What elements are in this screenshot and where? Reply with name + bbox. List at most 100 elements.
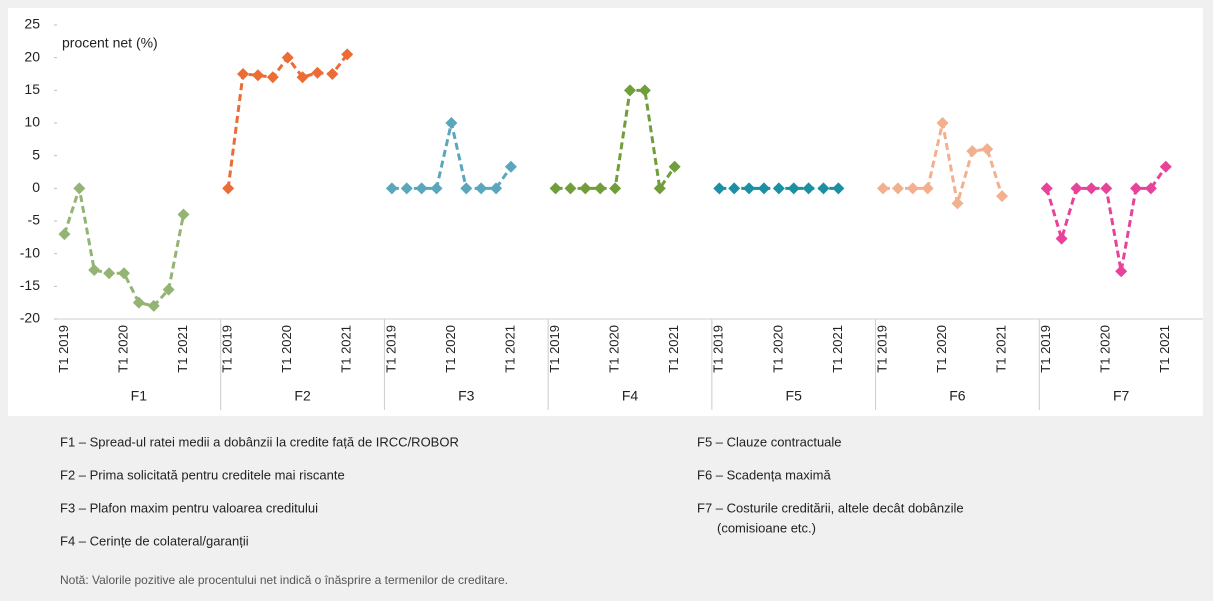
y-tick-label: 0 xyxy=(32,179,40,195)
data-point xyxy=(117,267,130,280)
group-label: F3 xyxy=(458,388,475,404)
x-tick-label: T1 2020 xyxy=(279,325,294,373)
data-point xyxy=(921,182,934,195)
data-point xyxy=(1159,160,1172,173)
data-point xyxy=(281,51,294,64)
x-tick-label: T1 2021 xyxy=(339,325,354,373)
x-tick-label: T1 2019 xyxy=(711,325,726,373)
y-tick-label: 20 xyxy=(24,48,40,64)
legend-entry: F2 – Prima solicitată pentru creditele m… xyxy=(60,467,345,482)
x-tick-label: T1 2020 xyxy=(1098,325,1113,373)
x-tick-label: T1 2019 xyxy=(547,325,562,373)
data-point xyxy=(1144,182,1157,195)
data-point xyxy=(341,48,354,61)
data-point xyxy=(653,182,666,195)
legend-entry: F3 – Plafon maxim pentru valoarea credit… xyxy=(60,500,318,515)
y-tick-label: 10 xyxy=(24,114,40,130)
data-point xyxy=(757,182,770,195)
legend-entry: (comisioane etc.) xyxy=(717,520,816,535)
legend-entry: F5 – Clauze contractuale xyxy=(697,434,842,449)
data-point xyxy=(981,143,994,156)
data-point xyxy=(103,267,116,280)
data-point xyxy=(251,69,264,82)
data-point xyxy=(832,182,845,195)
data-point xyxy=(594,182,607,195)
x-tick-label: T1 2020 xyxy=(770,325,785,373)
series-line xyxy=(63,187,185,308)
group-label: F2 xyxy=(294,388,311,404)
data-point xyxy=(906,182,919,195)
y-tick-label: 25 xyxy=(24,16,40,32)
x-tick-label: T1 2020 xyxy=(607,325,622,373)
x-tick-label: T1 2019 xyxy=(220,325,235,373)
data-point xyxy=(728,182,741,195)
data-point xyxy=(445,117,458,129)
x-tick-label: T1 2020 xyxy=(115,325,130,373)
data-point xyxy=(713,182,726,195)
data-point xyxy=(222,182,235,195)
legend-entry: F6 – Scadența maximă xyxy=(697,467,831,482)
legend-entry: F4 – Cerințe de colateral/garanții xyxy=(60,533,249,548)
data-point xyxy=(1040,182,1053,195)
y-tick-label: 15 xyxy=(24,81,40,97)
data-point xyxy=(177,208,190,221)
data-point xyxy=(1130,182,1143,195)
x-tick-label: T1 2021 xyxy=(175,325,190,373)
data-point xyxy=(1115,265,1128,278)
x-tick-label: T1 2020 xyxy=(934,325,949,373)
group-label: F5 xyxy=(786,388,803,404)
x-tick-label: T1 2019 xyxy=(1038,325,1053,373)
data-point xyxy=(504,160,517,173)
data-point xyxy=(490,182,503,195)
y-tick-label: -20 xyxy=(20,310,40,326)
data-point xyxy=(326,68,339,80)
data-point xyxy=(400,182,413,195)
data-point xyxy=(579,182,592,195)
data-point xyxy=(772,182,785,195)
group-label: F7 xyxy=(1113,388,1130,404)
plot-panel xyxy=(8,8,1203,416)
y-tick-label: -15 xyxy=(20,277,40,293)
x-tick-label: T1 2019 xyxy=(874,325,889,373)
y-tick-label: -5 xyxy=(28,212,41,228)
data-point xyxy=(624,84,636,97)
data-point xyxy=(609,182,622,195)
group-label: F1 xyxy=(131,388,148,404)
data-point xyxy=(638,84,651,97)
group-label: F4 xyxy=(622,388,639,404)
y-tick-label: 5 xyxy=(32,146,40,162)
data-point xyxy=(1085,182,1098,195)
data-point xyxy=(1100,182,1113,195)
x-tick-label: T1 2019 xyxy=(56,325,71,373)
data-point xyxy=(668,160,681,173)
data-point xyxy=(385,182,398,195)
x-tick-label: T1 2021 xyxy=(994,325,1009,373)
data-point xyxy=(787,182,800,195)
data-point xyxy=(237,68,250,80)
x-tick-label: T1 2020 xyxy=(443,325,458,373)
x-tick-label: T1 2021 xyxy=(666,325,681,373)
data-point xyxy=(564,182,577,195)
data-point xyxy=(73,182,86,195)
data-point xyxy=(475,182,488,195)
x-tick-label: T1 2021 xyxy=(1157,325,1172,373)
data-point xyxy=(877,182,890,195)
data-point xyxy=(549,182,562,195)
legend-entry: F7 – Costurile creditării, altele decât … xyxy=(697,500,964,515)
x-tick-label: T1 2021 xyxy=(502,325,517,373)
data-point xyxy=(430,182,443,195)
data-point xyxy=(58,228,71,241)
data-point xyxy=(1055,232,1068,245)
x-tick-label: T1 2019 xyxy=(383,325,398,373)
y-tick-label: -10 xyxy=(20,244,40,260)
data-point xyxy=(296,71,309,84)
data-point xyxy=(951,197,964,210)
data-point xyxy=(147,299,160,312)
data-point xyxy=(936,117,949,129)
data-point xyxy=(891,182,904,195)
data-point xyxy=(996,190,1009,203)
data-point xyxy=(162,283,175,296)
legend-entry: F1 – Spread-ul ratei medii a dobânzii la… xyxy=(60,434,459,449)
data-point xyxy=(817,182,830,195)
